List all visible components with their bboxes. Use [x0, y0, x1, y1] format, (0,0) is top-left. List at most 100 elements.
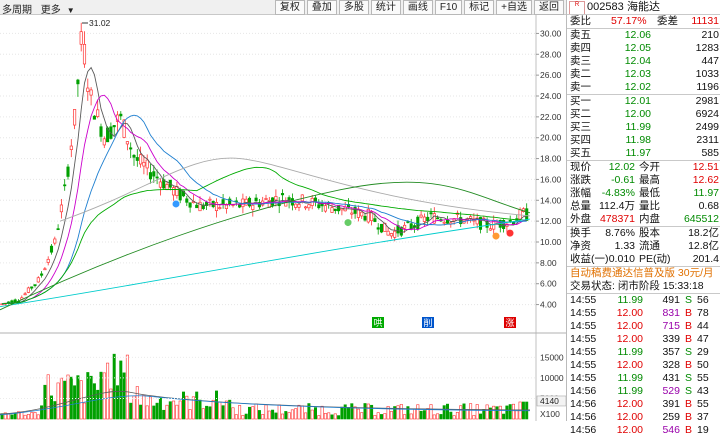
- bid-volume: 2981: [695, 95, 719, 107]
- toolbar-button-2[interactable]: 多股: [338, 0, 369, 15]
- toolbar-button-1[interactable]: 叠加: [306, 0, 337, 15]
- candle-body: [330, 207, 334, 213]
- stat-label: 股本: [639, 227, 660, 239]
- candle-body: [46, 258, 50, 263]
- stat-label: 流通: [639, 240, 660, 252]
- volume-bar: [185, 395, 189, 420]
- bid-label: 买二: [570, 108, 591, 120]
- stat-value: 201.4: [692, 253, 719, 265]
- candle-body: [525, 208, 529, 221]
- marker-box: [372, 317, 384, 328]
- volume-bar: [370, 404, 374, 420]
- tick-volume: 328: [662, 359, 680, 371]
- tick-price: 11.99: [617, 372, 644, 384]
- volume-bar: [337, 415, 341, 420]
- ad-banner[interactable]: 自动稿费通达信普及版 30元/月: [570, 267, 714, 279]
- volume-bar: [83, 402, 87, 420]
- ask-volume: 210: [701, 29, 719, 41]
- candle-body: [389, 233, 393, 237]
- candle-body: [82, 44, 87, 65]
- stat-label: 现价: [570, 161, 591, 173]
- volume-bar: [49, 395, 53, 420]
- tick-list: 14:55 11.99 491 S 56 14:55 12.00 831 B 78 14:55 12.…: [567, 294, 720, 437]
- price-tick-label: 6.00: [540, 279, 557, 289]
- toolbar-button-7[interactable]: +自选: [496, 0, 532, 15]
- marker-label: 涨: [506, 318, 515, 329]
- stat-label: 收益(一): [570, 253, 609, 265]
- toolbar-button-6[interactable]: 标记: [464, 0, 495, 15]
- volume-bar: [224, 400, 228, 420]
- candle-body: [172, 187, 176, 196]
- volume-bar: [145, 405, 149, 420]
- stat-label: 最低: [639, 187, 660, 199]
- toolbar-button-0[interactable]: 复权: [274, 0, 305, 15]
- volume-bar: [300, 405, 304, 420]
- candle-body: [323, 205, 327, 212]
- stat-row: 涨跌 -0.61 最高 12.62: [567, 174, 720, 187]
- toolbar-button-3[interactable]: 统计: [370, 0, 401, 15]
- more-button[interactable]: 更多 ▼: [41, 5, 81, 16]
- tick-price: 12.00: [616, 424, 643, 436]
- tick-count: 37: [697, 411, 709, 423]
- volume-bar: [317, 415, 321, 420]
- candle-body: [92, 115, 96, 120]
- candle-body: [112, 125, 116, 128]
- volume-bar: [412, 408, 416, 420]
- ask-row: 卖二 12.03 1033: [567, 68, 720, 81]
- volume-bar: [208, 406, 212, 420]
- candle-body: [294, 203, 298, 208]
- volume-tick-label: 10000: [540, 373, 564, 383]
- volume-bar: [23, 414, 27, 420]
- ask-label: 卖一: [570, 81, 591, 93]
- candle-body: [53, 238, 57, 244]
- candle-body: [350, 212, 354, 215]
- moving-averages: [0, 66, 531, 311]
- candle-body: [432, 213, 436, 224]
- tick-time: 14:55: [570, 320, 597, 332]
- signal-dot: [492, 232, 500, 240]
- bid-row: 买四 11.98 2311: [567, 134, 720, 147]
- volume-bar: [33, 412, 37, 420]
- candle-body: [518, 209, 522, 220]
- bid-price: 12.00: [624, 108, 651, 120]
- candle-body: [119, 113, 123, 117]
- tick-row: 14:55 12.00 328 B 50: [567, 359, 720, 372]
- tick-price: 11.99: [617, 294, 644, 306]
- volume-bar: [234, 414, 238, 420]
- volume-bar: [139, 404, 143, 420]
- candle-body: [386, 230, 390, 236]
- price-tick-label: 18.00: [540, 154, 562, 164]
- volume-bar: [422, 410, 426, 420]
- multi-period-button[interactable]: 多周期: [2, 5, 32, 16]
- volume-bar: [495, 406, 499, 420]
- candle-body: [221, 199, 225, 205]
- kline-chart[interactable]: 31.02 30.00 28.00 26.00 24.00 22.00 20.00 18.0…: [0, 15, 566, 421]
- volume-bar: [429, 404, 433, 420]
- volume-bar: [502, 413, 506, 420]
- tick-time: 14:55: [570, 346, 597, 358]
- candle-body: [132, 154, 136, 158]
- toolbar-button-8[interactable]: 返回: [534, 0, 564, 15]
- candle-body: [218, 207, 222, 210]
- volume-bar: [106, 362, 110, 420]
- candlesticks: 31.02: [0, 18, 529, 306]
- candle-body: [403, 224, 407, 229]
- tick-row: 14:56 12.00 259 B 37: [567, 411, 720, 424]
- candle-body: [152, 171, 156, 177]
- volume-bar: [485, 404, 489, 420]
- volume-bar: [99, 371, 103, 420]
- stat-label: 涨跌: [570, 174, 591, 186]
- candle-body: [36, 277, 40, 283]
- marker-box: [504, 317, 516, 328]
- toolbar-button-4[interactable]: 画线: [402, 0, 433, 15]
- candle-body: [360, 211, 364, 217]
- stat-value: 112.4万: [599, 200, 635, 212]
- volume-bar: [343, 404, 347, 420]
- candle-body: [488, 228, 492, 231]
- candle-body: [422, 216, 426, 222]
- candle-body: [257, 202, 261, 208]
- toolbar-button-5[interactable]: F10: [434, 0, 463, 15]
- volume-bar: [221, 405, 225, 420]
- candle-body: [297, 204, 301, 208]
- ask-volume: 447: [701, 55, 719, 67]
